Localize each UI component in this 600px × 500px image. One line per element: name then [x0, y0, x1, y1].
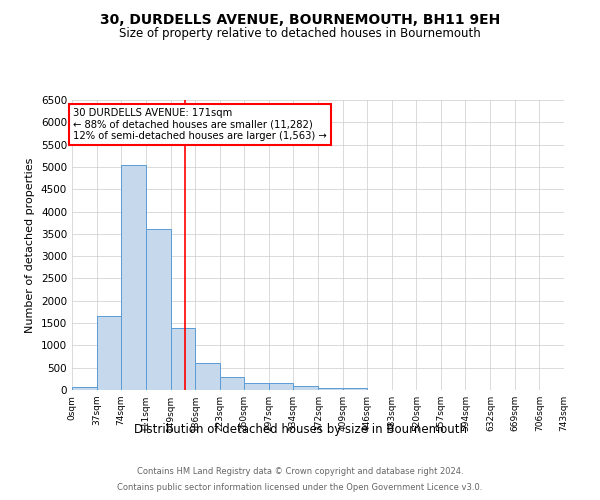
Bar	[244, 384, 269, 390]
Text: Distribution of detached houses by size in Bournemouth: Distribution of detached houses by size …	[133, 422, 467, 436]
Bar	[121, 164, 146, 390]
Text: 30, DURDELLS AVENUE, BOURNEMOUTH, BH11 9EH: 30, DURDELLS AVENUE, BOURNEMOUTH, BH11 9…	[100, 12, 500, 26]
Text: 30 DURDELLS AVENUE: 171sqm
← 88% of detached houses are smaller (11,282)
12% of : 30 DURDELLS AVENUE: 171sqm ← 88% of deta…	[73, 108, 327, 141]
Text: Size of property relative to detached houses in Bournemouth: Size of property relative to detached ho…	[119, 28, 481, 40]
Bar	[319, 388, 343, 390]
Bar	[220, 376, 244, 390]
Bar	[170, 328, 195, 390]
Text: Contains HM Land Registry data © Crown copyright and database right 2024.: Contains HM Land Registry data © Crown c…	[137, 467, 463, 476]
Bar	[72, 386, 97, 390]
Bar	[195, 363, 220, 390]
Bar	[146, 230, 170, 390]
Bar	[97, 316, 121, 390]
Bar	[269, 384, 293, 390]
Y-axis label: Number of detached properties: Number of detached properties	[25, 158, 35, 332]
Text: Contains public sector information licensed under the Open Government Licence v3: Contains public sector information licen…	[118, 484, 482, 492]
Bar	[293, 386, 319, 390]
Bar	[343, 388, 367, 390]
